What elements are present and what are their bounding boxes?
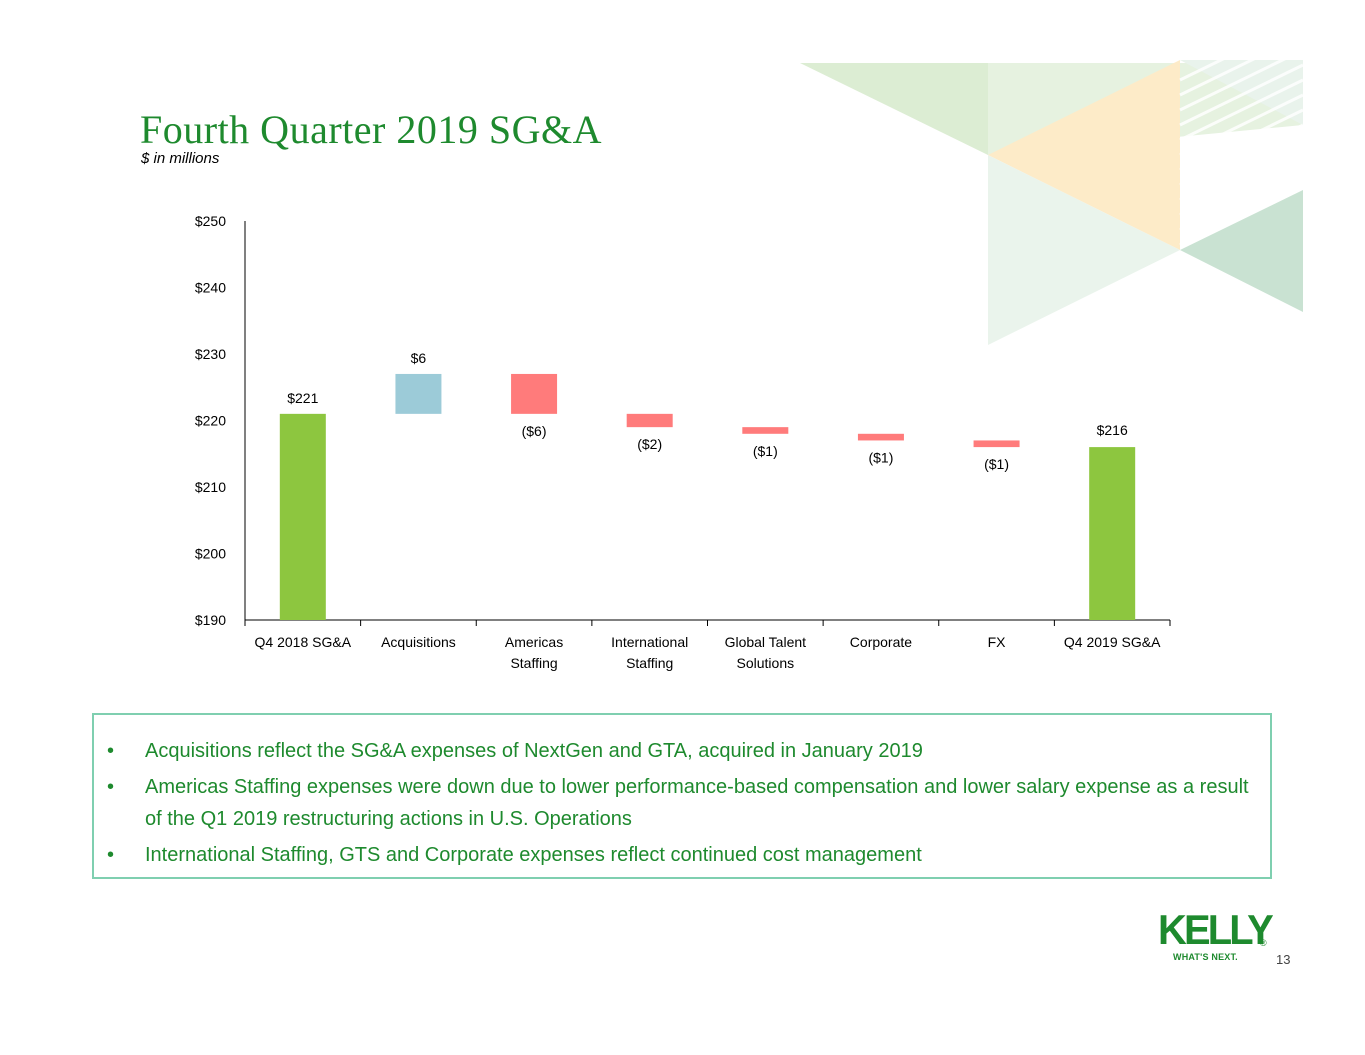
y-tick-label: $200 <box>195 546 226 562</box>
bar-decrease <box>511 373 558 414</box>
y-tick-label: $190 <box>195 612 226 628</box>
data-label: $221 <box>287 390 318 406</box>
x-tick-label: FX <box>988 634 1007 650</box>
waterfall-chart: $190 $200 $210 $220 $230 $240 $250 Q4 2018 SG&A… <box>195 213 1171 671</box>
x-tick-label-line: Americas <box>505 634 563 650</box>
bar-decrease <box>973 440 1020 448</box>
y-tick-label: $210 <box>195 479 226 495</box>
y-tick-label: $240 <box>195 280 226 296</box>
bar-total <box>1089 447 1136 620</box>
note-item: • Americas Staffing expenses were down d… <box>94 771 1260 835</box>
bullet-icon: • <box>107 740 115 762</box>
bar-total <box>279 413 326 620</box>
data-label: ($1) <box>868 449 893 465</box>
page-number: 13 <box>1276 952 1291 967</box>
notes-box: • Acquisitions reflect the SG&A expenses… <box>92 713 1272 879</box>
x-tick-label: International Staffing <box>611 634 688 671</box>
data-label: ($1) <box>753 443 778 459</box>
x-tick-label-line: Corporate <box>850 634 912 650</box>
x-tick-label: Acquisitions <box>381 634 456 650</box>
x-tick-label: Corporate <box>850 634 912 650</box>
x-tick-label-line: International <box>611 634 688 650</box>
note-text: Acquisitions reflect the SG&A expenses o… <box>145 740 923 762</box>
y-tick-label: $230 <box>195 346 226 362</box>
data-label: $6 <box>411 350 427 366</box>
logo-wordmark: KELLY <box>1158 906 1274 953</box>
bar-decrease <box>626 413 673 428</box>
x-tick-label-line: Solutions <box>737 655 795 671</box>
x-tick-label-line: Global Talent <box>725 634 807 650</box>
x-tick-label-line: FX <box>988 634 1007 650</box>
bar-increase <box>395 373 442 414</box>
data-label: $216 <box>1097 422 1128 438</box>
note-item: • International Staffing, GTS and Corpor… <box>94 839 1260 871</box>
data-label: ($6) <box>522 423 547 439</box>
x-tick-label-line: Staffing <box>510 655 557 671</box>
y-tick-label: $250 <box>195 213 226 229</box>
x-tick-label: Q4 2019 SG&A <box>1064 634 1161 650</box>
note-text: International Staffing, GTS and Corporat… <box>145 844 922 866</box>
data-label: ($1) <box>984 456 1009 472</box>
y-tick-label: $220 <box>195 413 226 429</box>
x-tick-label-line: Acquisitions <box>381 634 456 650</box>
x-tick-label: Global Talent Solutions <box>725 634 807 671</box>
logo-tagline: WHAT'S NEXT. <box>1173 952 1238 962</box>
x-tick-label-line: Staffing <box>626 655 673 671</box>
registered-mark: ® <box>1260 938 1267 948</box>
kelly-logo: KELLY ® WHAT'S NEXT. <box>1158 906 1274 963</box>
note-item: • Acquisitions reflect the SG&A expenses… <box>94 735 1260 767</box>
bullet-icon: • <box>107 776 115 798</box>
note-text: Americas Staffing expenses were down due… <box>145 776 1249 830</box>
data-label: ($2) <box>637 436 662 452</box>
x-tick-label-line: Q4 2019 SG&A <box>1064 634 1161 650</box>
x-tick-label: Q4 2018 SG&A <box>255 634 352 650</box>
page-title: Fourth Quarter 2019 SG&A <box>140 107 602 152</box>
bar-decrease <box>857 433 904 441</box>
page-subtitle: $ in millions <box>141 150 220 167</box>
x-tick-label-line: Q4 2018 SG&A <box>255 634 352 650</box>
bar-decrease <box>742 427 789 434</box>
x-tick-label: Americas Staffing <box>505 634 563 671</box>
bullet-icon: • <box>107 844 115 866</box>
